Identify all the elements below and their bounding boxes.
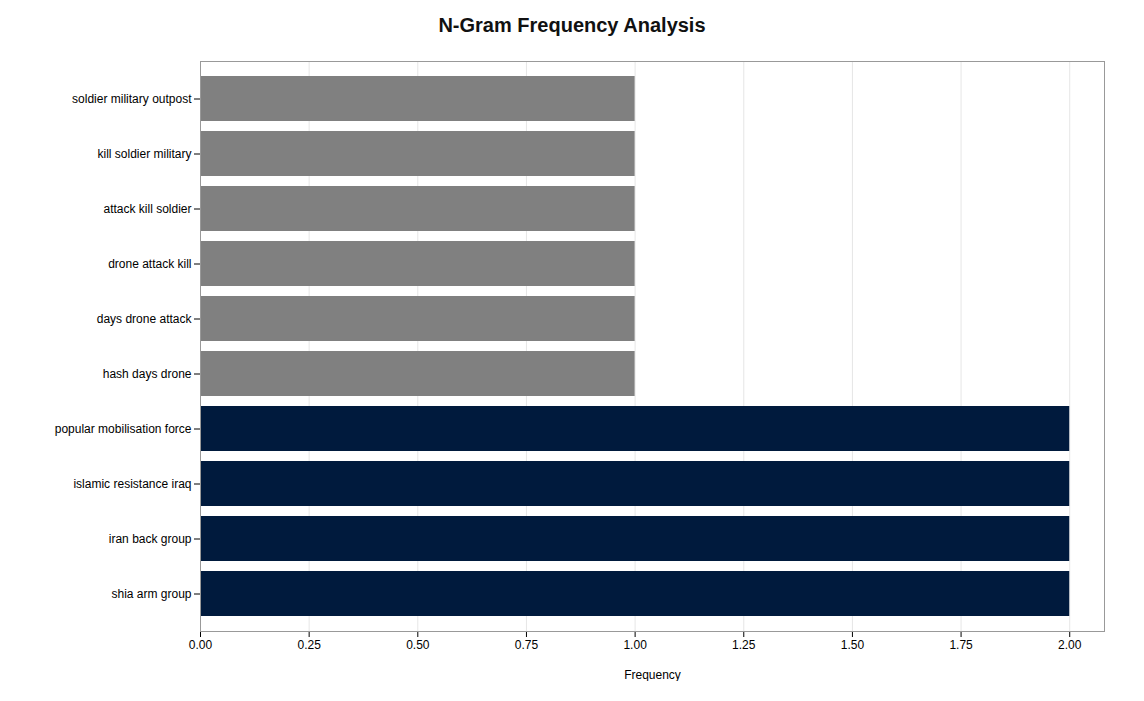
- svg-text:2.00: 2.00: [1058, 638, 1082, 652]
- html-text:N-Gram Frequency Analysis: N-Gram Frequency Analysis: [438, 14, 706, 36]
- svg-text:1.75: 1.75: [949, 638, 973, 652]
- svg-text:Frequency: Frequency: [624, 668, 681, 682]
- svg-text:0.50: 0.50: [406, 638, 430, 652]
- svg-text:popular mobilisation force: popular mobilisation force: [55, 422, 192, 436]
- svg-text:0.75: 0.75: [515, 638, 539, 652]
- svg-text:days drone attack: days drone attack: [97, 312, 193, 326]
- svg-text:0.00: 0.00: [189, 638, 213, 652]
- svg-text:1.00: 1.00: [623, 638, 647, 652]
- svg-text:0.25: 0.25: [297, 638, 321, 652]
- svg-text:iran back group: iran back group: [109, 532, 192, 546]
- svg-text:soldier military outpost: soldier military outpost: [72, 92, 192, 106]
- svg-text:1.25: 1.25: [732, 638, 756, 652]
- svg-text:attack kill soldier: attack kill soldier: [103, 202, 191, 216]
- svg-text:drone attack kill: drone attack kill: [108, 257, 191, 271]
- svg-text:shia arm group: shia arm group: [111, 587, 191, 601]
- svg-text:islamic resistance iraq: islamic resistance iraq: [73, 477, 191, 491]
- svg-text:1.50: 1.50: [841, 638, 865, 652]
- svg-text:hash days drone: hash days drone: [103, 367, 192, 381]
- svg-text:kill soldier military: kill soldier military: [97, 147, 191, 161]
